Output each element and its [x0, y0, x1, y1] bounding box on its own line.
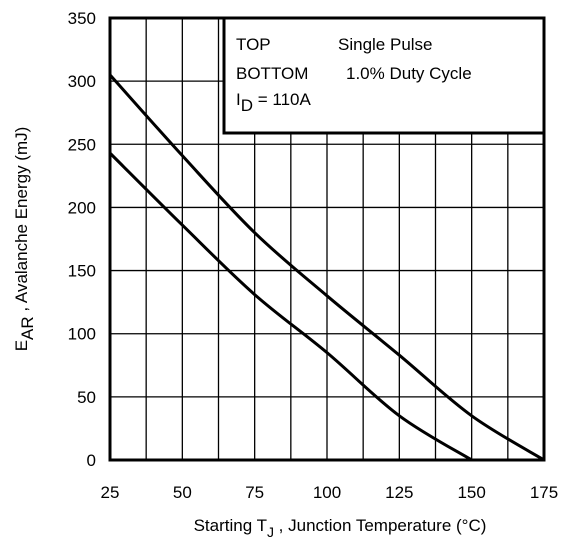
- x-axis-label: Starting TJ , Junction Temperature (°C): [194, 516, 487, 540]
- x-axis-label-suffix: , Junction Temperature (°C): [274, 516, 486, 535]
- x-tick-label: 25: [101, 483, 120, 502]
- legend-bottom-value: 1.0% Duty Cycle: [346, 64, 472, 83]
- y-tick-label: 200: [68, 198, 96, 217]
- x-tick-label: 100: [313, 483, 341, 502]
- y-axis-label-sub: AR: [18, 316, 37, 340]
- legend-current-suffix: = 110A: [253, 90, 311, 109]
- legend-bottom-key: BOTTOM: [236, 64, 308, 83]
- y-axis-label: EAR , Avalanche Energy (mJ): [12, 127, 37, 352]
- x-axis-label-sub: J: [267, 524, 274, 540]
- x-tick-labels: 25 50 75 100 125 150 175: [101, 483, 559, 502]
- x-axis-label-prefix: Starting T: [194, 516, 267, 535]
- x-tick-label: 50: [173, 483, 192, 502]
- y-axis-label-suffix: , Avalanche Energy (mJ): [12, 127, 31, 317]
- x-tick-label: 75: [245, 483, 264, 502]
- y-tick-label: 0: [87, 451, 96, 470]
- y-tick-label: 50: [77, 388, 96, 407]
- y-tick-labels: 0 50 100 150 200 250 300 350: [68, 9, 96, 470]
- y-tick-label: 350: [68, 9, 96, 28]
- y-tick-label: 250: [68, 135, 96, 154]
- legend-top-key: TOP: [236, 35, 271, 54]
- x-tick-label: 150: [457, 483, 485, 502]
- y-tick-label: 100: [68, 325, 96, 344]
- legend: TOP Single Pulse BOTTOM 1.0% Duty Cycle …: [224, 18, 544, 133]
- y-axis-label-prefix: E: [12, 340, 31, 351]
- x-tick-label: 125: [385, 483, 413, 502]
- y-tick-label: 150: [68, 262, 96, 281]
- x-tick-label: 175: [530, 483, 558, 502]
- legend-top-value: Single Pulse: [338, 35, 433, 54]
- y-tick-label: 300: [68, 72, 96, 91]
- legend-current-sub: D: [241, 96, 253, 115]
